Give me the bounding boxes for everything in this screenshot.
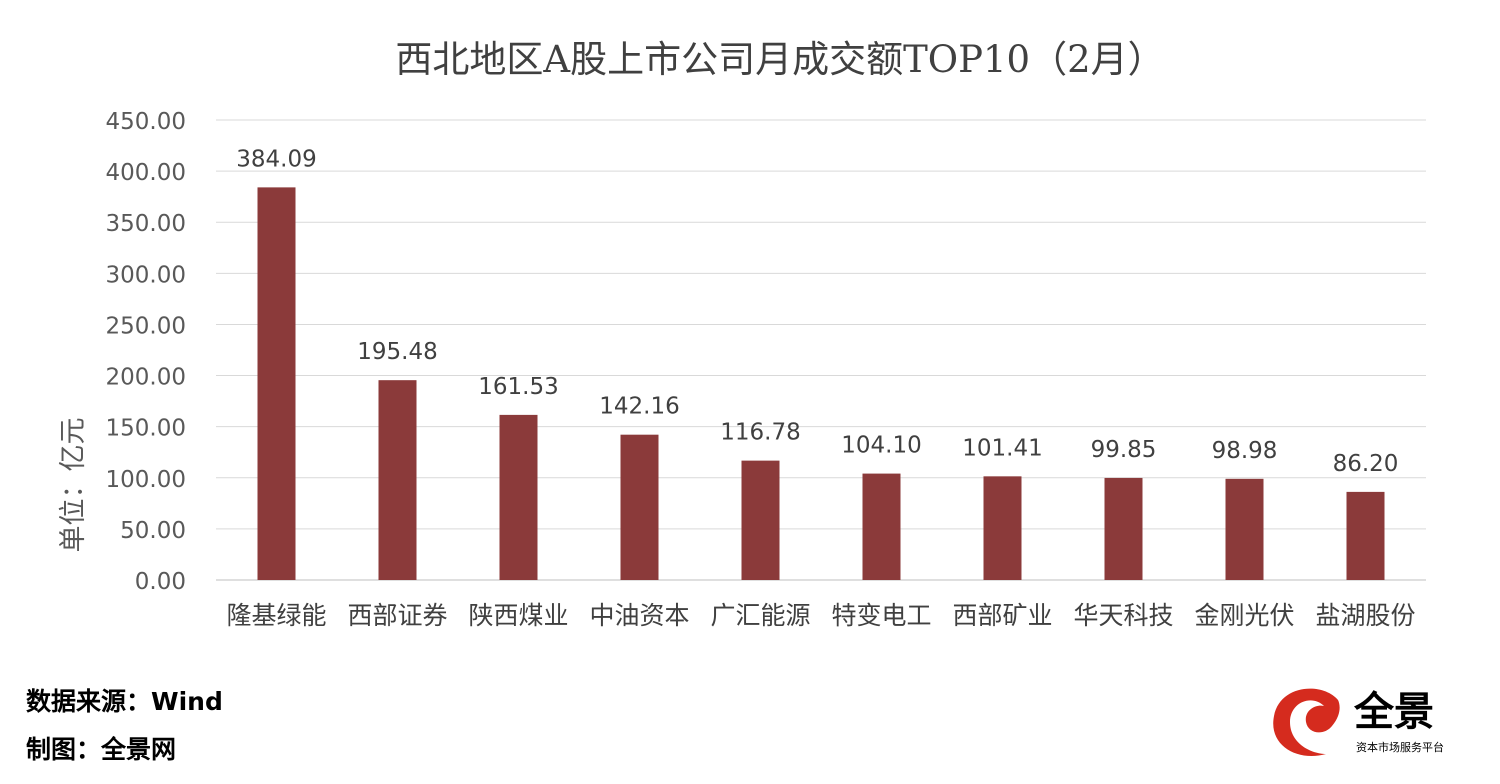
y-tick-label: 350.00 [106,211,186,237]
data-label: 101.41 [962,435,1042,461]
y-tick-label: 200.00 [106,365,186,391]
x-tick-label: 西部证券 [347,601,447,630]
data-source: 数据来源：Wind [26,687,223,716]
y-tick-label: 450.00 [106,109,186,135]
data-label: 384.09 [236,146,316,172]
bar [1225,478,1264,580]
bar [862,473,901,580]
bar [378,380,417,580]
bars [257,187,1385,580]
x-axis-ticks: 隆基绿能 西部证券 陕西煤业 中油资本 广汇能源 特变电工 西部矿业 华天科技 金刚光伏 盐湖股份 [226,601,1415,630]
y-tick-label: 50.00 [120,518,186,544]
bar [1346,491,1385,580]
chart-credit: 制图：全景网 [26,735,177,764]
bar-chart: 西北地区A股上市公司月成交额TOP10（2月） 单位：亿元 0.00 50.00 1… [58,38,1426,630]
data-label: 116.78 [720,420,800,446]
y-tick-label: 0.00 [135,569,186,595]
data-label: 98.98 [1212,438,1278,464]
bar [257,187,296,580]
data-label: 99.85 [1091,437,1157,463]
data-label: 86.20 [1333,451,1399,477]
x-tick-label: 陕西煤业 [468,601,568,630]
x-tick-label: 金刚光伏 [1194,601,1294,630]
y-tick-label: 150.00 [106,416,186,442]
x-tick-label: 隆基绿能 [226,601,326,630]
data-label: 161.53 [478,374,558,400]
logo-name: 全景 [1353,689,1434,735]
data-label: 104.10 [841,433,921,459]
gridlines [216,119,1426,581]
bar [1104,477,1143,580]
logo-swirl-icon [1273,688,1340,757]
data-label: 142.16 [599,394,679,420]
y-tick-label: 250.00 [106,313,186,339]
x-tick-label: 特变电工 [831,601,931,630]
chart-title: 西北地区A股上市公司月成交额TOP10（2月） [395,38,1164,81]
y-axis-label: 单位：亿元 [58,418,89,553]
y-axis-ticks: 0.00 50.00 100.00 150.00 200.00 250.00 300.00 3… [106,109,186,595]
quanjing-logo: 全景 资本市场服务平台 [1273,688,1444,757]
x-tick-label: 中油资本 [589,601,689,630]
bar [620,434,659,580]
bar [499,414,538,580]
y-tick-label: 100.00 [106,467,186,493]
logo-tagline: 资本市场服务平台 [1356,740,1444,754]
x-tick-label: 广汇能源 [710,601,810,630]
data-labels: 384.09 195.48 161.53 142.16 116.78 104.10 101.… [236,146,1398,477]
bar [741,460,780,580]
x-tick-label: 西部矿业 [952,601,1052,630]
y-tick-label: 300.00 [106,262,186,288]
data-label: 195.48 [357,339,437,365]
y-tick-label: 400.00 [106,160,186,186]
x-tick-label: 华天科技 [1073,601,1173,630]
x-tick-label: 盐湖股份 [1315,601,1415,630]
bar [983,476,1022,580]
